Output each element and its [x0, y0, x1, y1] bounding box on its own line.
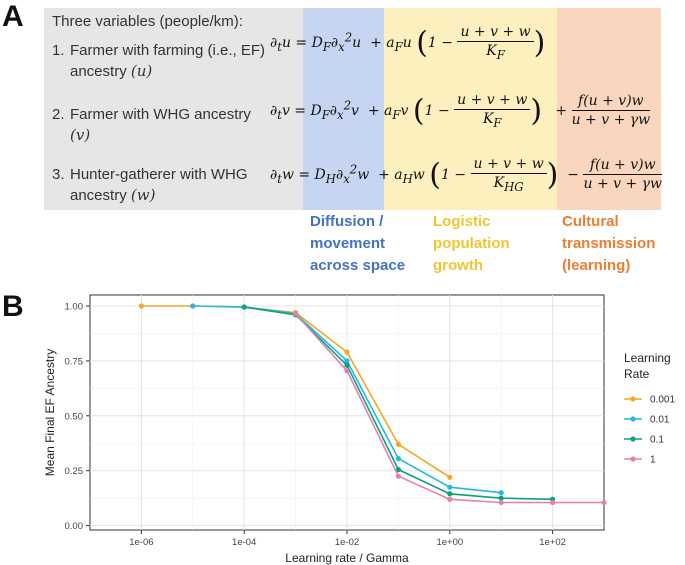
legend-swatch-point-0.1 — [630, 436, 636, 442]
data-point-0.001 — [395, 441, 401, 447]
diffusion-label: Diffusion / movement across space — [310, 213, 406, 274]
data-point-0.01 — [498, 490, 504, 496]
ef-ancestry-chart: 1e-06 1e-04 1e-02 1e+00 1e+02 0.00 0.25 0.50 0.7… — [43, 294, 675, 565]
x-tick-label: 1e-04 — [232, 537, 256, 548]
x-tick-label: 1e+00 — [436, 537, 463, 548]
x-axis-label: Learning rate / Gamma — [285, 551, 409, 565]
data-point-0.001 — [344, 349, 350, 355]
x-tick-label: 1e+02 — [539, 537, 566, 548]
diffusion-band — [303, 8, 384, 210]
legend-label-0.01: 0.01 — [650, 415, 670, 426]
data-point-1 — [344, 368, 350, 374]
panel-b-letter: B — [2, 290, 24, 323]
data-point-0.001 — [138, 303, 144, 309]
data-point-0.01 — [447, 484, 453, 490]
cultural-label: Cultural transmission (learning) — [562, 213, 656, 274]
eq3-diffusion: ∂tw = DH∂x2w — [270, 162, 370, 186]
equation-1: ∂tu = DF∂x2u + aFu (1 − u + v + w KF) — [270, 24, 546, 62]
legend-label-1: 1 — [650, 455, 656, 466]
data-point-0.01 — [190, 303, 196, 309]
eq2-logistic: + aFv — [363, 102, 409, 122]
eq2-cultural: + f(u + v)w u + v + γw — [546, 93, 651, 129]
intro-text: Three variables (people/km): — [52, 13, 243, 30]
legend-swatch-point-0.01 — [630, 416, 636, 422]
y-tick-label: 0.25 — [65, 466, 84, 477]
data-point-0.01 — [344, 358, 350, 364]
legend-label-0.001: 0.001 — [650, 395, 675, 406]
data-point-0.01 — [395, 456, 401, 462]
x-tick-label: 1e-06 — [129, 537, 153, 548]
legend-swatch-point-0.001 — [630, 396, 636, 402]
panel-a: Three variables (people/km): 1. Farmer wi… — [44, 8, 663, 274]
data-point-1 — [498, 499, 504, 506]
data-point-0.1 — [344, 362, 350, 368]
data-point-0.001 — [447, 474, 453, 480]
data-point-1 — [601, 499, 607, 506]
legend-label-0.1: 0.1 — [650, 435, 664, 446]
legend-title-line2: Rate — [624, 367, 650, 381]
data-point-0.1 — [241, 304, 247, 310]
variable-1: 1. Farmer with farming (i.e., EF) ancestr… — [52, 42, 266, 80]
y-tick-label: 1.00 — [65, 301, 84, 312]
variables-band — [44, 8, 303, 210]
eq1-diffusion: ∂tu = DF∂x2u — [270, 30, 362, 54]
data-point-1 — [447, 496, 453, 502]
eq2-diffusion: ∂tv = DF∂x2v — [270, 98, 359, 122]
variable-2: 2. Farmer with WHG ancestry (v) — [52, 106, 251, 144]
equation-3: ∂tw = DH∂x2w + aHw (1 − u + v + w KHG) − … — [270, 156, 663, 194]
equation-2: ∂tv = DF∂x2v + aFv (1 − u + v + w KF) + f… — [270, 92, 651, 130]
x-tick-label: 1e-02 — [335, 537, 359, 548]
data-point-1 — [293, 311, 299, 317]
data-point-0.1 — [498, 495, 504, 501]
data-point-0.1 — [395, 467, 401, 473]
data-point-1 — [395, 473, 401, 479]
legend-title: Learning — [624, 351, 671, 365]
legend-swatch-point-1 — [630, 456, 636, 462]
y-tick-label: 0.00 — [65, 521, 84, 532]
panel-a-letter: A — [2, 0, 24, 33]
data-point-0.1 — [447, 491, 453, 497]
logistic-label: Logistic population growth — [433, 213, 510, 274]
eq3-logistic: + aHw — [373, 166, 425, 186]
eq3-cultural: − f(u + v)w u + v + γw — [562, 157, 663, 193]
data-point-1 — [550, 499, 556, 506]
y-axis-label: Mean Final EF Ancestry — [43, 349, 57, 476]
cultural-band — [557, 8, 661, 210]
y-tick-label: 0.75 — [65, 356, 84, 367]
y-tick-label: 0.50 — [65, 411, 84, 422]
eq1-logistic: + aFu — [365, 34, 412, 54]
variable-3: 3. Hunter-gatherer with WHG ancestry (w) — [52, 166, 248, 204]
